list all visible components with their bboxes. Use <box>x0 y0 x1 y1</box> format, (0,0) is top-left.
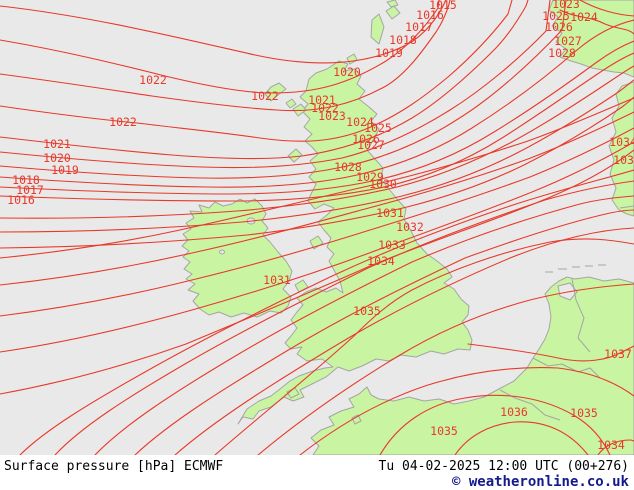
isobar-value-label: 1018 <box>12 173 40 187</box>
isobar-value-label: 1017 <box>16 183 44 197</box>
status-bar: Surface pressure [hPa] ECMWF Tu 04-02-20… <box>0 455 634 490</box>
isobar-value-label: 1034 <box>609 135 634 149</box>
isobar-value-label: 1026 <box>545 20 573 34</box>
isobar-value-label: 1025 <box>364 121 392 135</box>
pressure-map-canvas: 1022 1022 1022 1021 1020 1019 1018 1017 1016 1015… <box>0 0 634 455</box>
island-anglesey <box>294 279 309 293</box>
isobar-value-label: 1020 <box>333 65 361 79</box>
lake-shannon <box>219 249 225 255</box>
isobar-value-label: 1035 <box>613 153 634 167</box>
isobar-value-label: 1015 <box>429 0 457 12</box>
isobar-value-label: 1032 <box>396 220 424 234</box>
model-label: Surface pressure [hPa] ECMWF <box>4 459 224 474</box>
timestamp-label: Tu 04-02-2025 12:00 UTC (00+276) <box>378 459 629 474</box>
isobar-value-label: 1033 <box>378 238 406 252</box>
isobar-value-label: 1031 <box>263 273 291 287</box>
isobar-value-label: 1017 <box>405 20 433 34</box>
isobar-value-label: 1030 <box>369 177 397 191</box>
isobar-value-label: 1022 <box>251 89 279 103</box>
isobar-value-label: 1019 <box>51 163 79 177</box>
isobar-value-label: 1027 <box>554 34 582 48</box>
isobar-value-label: 1019 <box>375 46 403 60</box>
island-islay <box>287 148 303 163</box>
land-continent <box>310 276 634 455</box>
isobar-value-label: 1035 <box>353 304 381 318</box>
copyright-label: © weatheronline.co.uk <box>451 474 629 490</box>
isobar-labels: 1022102210221021102010191018101710161015… <box>7 0 634 452</box>
isobar-value-label: 1022 <box>139 73 167 87</box>
isobar-value-label: 1020 <box>43 151 71 165</box>
country-borders <box>499 205 634 421</box>
weather-map-svg: 1022102210221021102010191018101710161015… <box>0 0 634 455</box>
isobar-value-label: 1024 <box>346 115 374 129</box>
island-orkney <box>385 5 401 20</box>
isobar-value-label: 1031 <box>376 206 404 220</box>
isobar-value-label: 1018 <box>389 33 417 47</box>
isobar-value-label: 1023 <box>552 0 580 11</box>
island-outer-hebrides <box>264 82 287 102</box>
isobar-value-label: 1027 <box>357 138 385 152</box>
isobar-value-label: 1022 <box>109 115 137 129</box>
isobar-value-label: 1026 <box>352 132 380 146</box>
isobar-value-label: 1028 <box>334 160 362 174</box>
island-isle-of-man <box>309 235 324 250</box>
isobar-value-label: 1029 <box>356 170 384 184</box>
isobar-value-label: 1037 <box>604 347 632 361</box>
island-hebrides-small <box>285 98 297 109</box>
isobar-value-label: 1034 <box>367 254 395 268</box>
isobar-value-label: 1021 <box>43 137 71 151</box>
frisian-islands <box>545 264 606 273</box>
isobar-value-label: 1036 <box>500 405 528 419</box>
island-shetland-strip <box>370 13 385 45</box>
isobar-value-label: 1035 <box>430 424 458 438</box>
isobar-value-label: 1021 <box>308 93 336 107</box>
isobar-value-label: 1024 <box>570 10 598 24</box>
island-channel <box>351 414 362 425</box>
isobar-value-label: 1022 <box>311 101 339 115</box>
isobar-value-label: 1028 <box>548 46 576 60</box>
isobar-value-label: 1023 <box>318 109 346 123</box>
isobar-lines <box>0 0 634 455</box>
isobar-value-label: 1034 <box>597 438 625 452</box>
isobar-value-label: 1016 <box>7 193 35 207</box>
island-orkney-north <box>386 0 399 8</box>
isobar-value-label: 1016 <box>416 8 444 22</box>
isobar-value-label: 1025 <box>542 9 570 23</box>
isobar-value-label: 1035 <box>570 406 598 420</box>
land-ireland <box>181 198 293 318</box>
